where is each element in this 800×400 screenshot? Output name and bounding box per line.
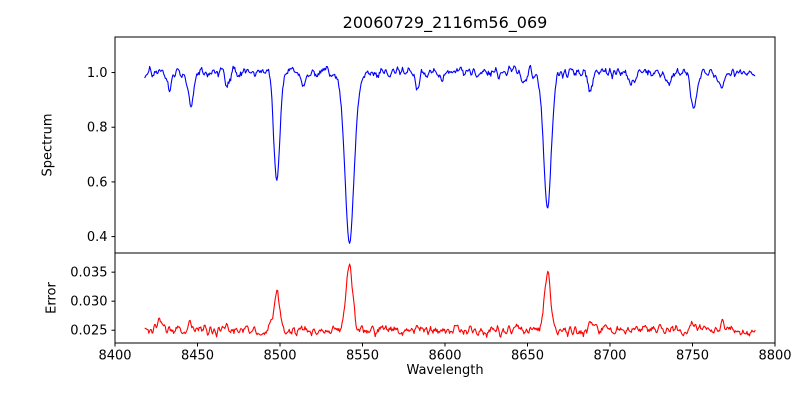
xtick-label: 8800	[758, 349, 791, 364]
xtick-label: 8500	[263, 349, 296, 364]
spectrum-line	[144, 64, 756, 244]
spectrum-ytick-label: 0.6	[87, 175, 108, 190]
chart-title: 20060729_2116m56_069	[342, 13, 548, 32]
y-axis-label-spectrum: Spectrum	[40, 113, 56, 177]
xtick-label: 8400	[98, 349, 131, 364]
xtick-label: 8450	[181, 349, 214, 364]
error-line	[144, 263, 756, 338]
spectrum-axes-border	[114, 36, 776, 254]
x-axis-label: Wavelength	[406, 363, 484, 378]
spectrum-ytick-label: 0.8	[87, 121, 108, 136]
error-ytick-label: 0.030	[70, 295, 107, 310]
error-ytick-label: 0.025	[70, 324, 107, 339]
xtick-label: 8600	[428, 349, 461, 364]
y-axis-label-error: Error	[44, 282, 60, 314]
error-ytick-label: 0.035	[70, 266, 107, 281]
xtick-label: 8700	[593, 349, 626, 364]
xtick-label: 8550	[346, 349, 379, 364]
xtick-label: 8750	[676, 349, 709, 364]
spectrum-ytick-label: 0.4	[87, 230, 108, 245]
spectrum-ytick-label: 1.0	[87, 66, 108, 81]
xtick-label: 8650	[511, 349, 544, 364]
